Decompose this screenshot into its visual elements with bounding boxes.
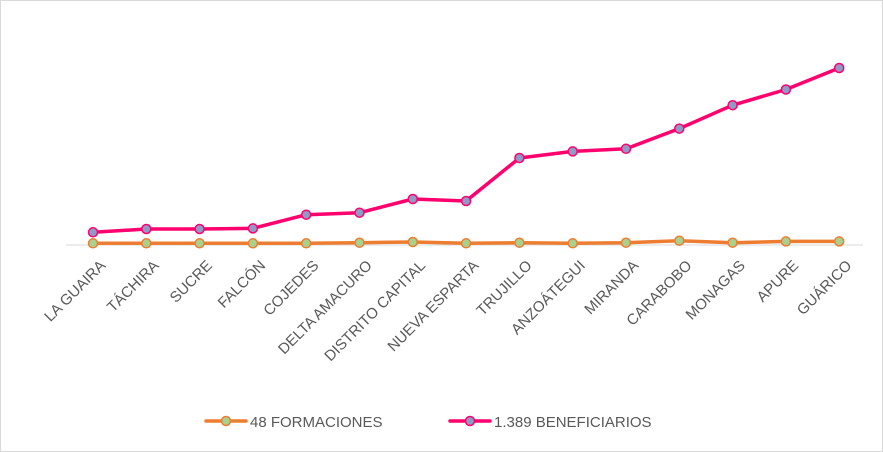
legend-marker-formaciones — [220, 415, 232, 427]
series-1-point-6 — [354, 237, 365, 248]
series-2-point-8 — [460, 195, 472, 207]
series-2-point-12 — [674, 123, 685, 134]
x-tick-label: GUÁRICO — [794, 257, 856, 319]
series-1-point-10 — [567, 238, 578, 249]
legend: 48 FORMACIONES 1.389 BENEFICIARIOS — [204, 414, 652, 431]
series-1-point-7 — [407, 236, 419, 248]
series-2-line — [91, 66, 841, 235]
series-1-point-9 — [514, 237, 525, 248]
legend-label-formaciones: 48 FORMACIONES — [250, 414, 383, 431]
series-1-point-11 — [620, 237, 632, 248]
series-2-point-2 — [141, 223, 152, 235]
series-1-point-13 — [727, 237, 738, 248]
series-1-point-12 — [674, 235, 685, 246]
x-tick-label: DELTA AMACURO — [275, 257, 376, 358]
x-tick-label: TÁCHIRA — [104, 257, 163, 316]
series-2-point-9 — [514, 152, 525, 164]
series-2-point-4 — [247, 223, 259, 234]
series-1-point-3 — [194, 238, 205, 249]
series-1 — [87, 235, 845, 249]
series-2-point-7 — [407, 193, 419, 205]
series-2-point-15 — [833, 62, 845, 74]
series-1-point-5 — [300, 238, 312, 249]
series-1-point-4 — [247, 238, 259, 249]
series-2-point-10 — [567, 146, 578, 157]
x-tick-label: LA GUAIRA — [41, 257, 109, 325]
series-2-point-1 — [87, 227, 99, 238]
x-tick-label: NUEVA ESPARTA — [384, 257, 482, 355]
x-tick-label: SUCRE — [167, 257, 216, 306]
series-2 — [87, 62, 845, 238]
series-1-point-8 — [460, 238, 472, 249]
series-2-point-14 — [780, 84, 792, 95]
series-layer — [87, 62, 845, 249]
series-1-point-1 — [87, 238, 99, 249]
legend-item-formaciones: 48 FORMACIONES — [204, 414, 383, 431]
series-2-point-5 — [300, 209, 312, 220]
x-tick-label: DISTRITO CAPITAL — [321, 257, 429, 365]
series-2-point-3 — [194, 223, 205, 235]
x-tick-label: FALCÓN — [215, 257, 269, 311]
series-1-point-2 — [141, 238, 152, 249]
x-tick-label: APURE — [754, 257, 803, 306]
series-1-point-15 — [833, 236, 845, 247]
legend-label-beneficiarios: 1.389 BENEFICIARIOS — [494, 414, 652, 431]
legend-item-beneficiarios: 1.389 BENEFICIARIOS — [448, 414, 652, 431]
series-2-point-13 — [727, 99, 738, 111]
series-2-point-11 — [620, 143, 632, 155]
series-1-point-14 — [780, 236, 792, 247]
series-2-point-6 — [354, 207, 365, 218]
legend-marker-beneficiarios — [464, 415, 476, 427]
